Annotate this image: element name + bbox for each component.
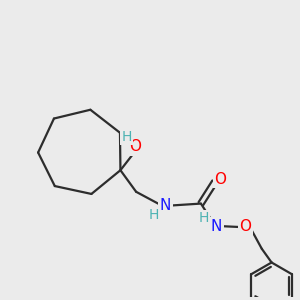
Text: O: O — [214, 172, 226, 187]
Text: O: O — [129, 139, 141, 154]
Text: H: H — [121, 130, 131, 144]
Text: H: H — [148, 208, 159, 222]
Text: O: O — [239, 219, 251, 234]
Text: N: N — [160, 198, 171, 213]
Text: N: N — [211, 219, 222, 234]
Text: H: H — [199, 211, 209, 225]
